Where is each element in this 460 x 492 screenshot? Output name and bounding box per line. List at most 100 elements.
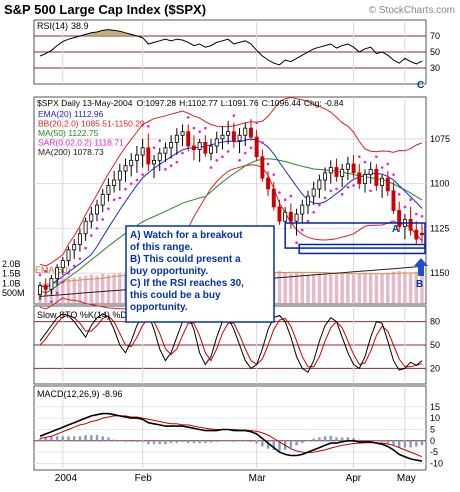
macd-histogram-bar bbox=[204, 440, 207, 444]
volume-bar bbox=[118, 272, 122, 303]
volume-bar bbox=[283, 272, 287, 303]
candle-body bbox=[186, 131, 191, 147]
volume-bar bbox=[414, 271, 419, 303]
volume-bar bbox=[357, 273, 361, 303]
volume-bar bbox=[380, 273, 384, 303]
macd-histogram-bar bbox=[301, 440, 304, 444]
macd-histogram-bar bbox=[209, 440, 213, 443]
sar-dot bbox=[363, 160, 367, 164]
sar-dot bbox=[95, 227, 99, 230]
candle-body bbox=[357, 172, 362, 185]
macd-histogram-bar bbox=[363, 439, 367, 441]
volume-tick-label: 2.0B bbox=[2, 259, 21, 269]
sar-dot bbox=[209, 166, 213, 169]
sar-dot bbox=[409, 198, 412, 202]
macd-histogram-bar bbox=[141, 440, 144, 442]
candle-body bbox=[374, 168, 379, 186]
volume-bar bbox=[78, 276, 82, 303]
sar-dot bbox=[238, 159, 241, 162]
volume-bar bbox=[83, 275, 88, 303]
sar-dot bbox=[392, 173, 395, 176]
candle-body bbox=[226, 131, 231, 136]
sto-level-tick: 20 bbox=[430, 363, 440, 373]
sar-dot bbox=[329, 189, 333, 193]
macd-histogram-bar bbox=[261, 440, 264, 447]
candle-body bbox=[152, 159, 156, 165]
macd-histogram-bar bbox=[61, 436, 65, 441]
macd-histogram-bar bbox=[323, 436, 327, 441]
candle-body bbox=[317, 179, 322, 190]
x-axis-labels: 2004 Feb Mar Apr May bbox=[55, 473, 416, 484]
volume-bar bbox=[368, 273, 373, 303]
volume-bar bbox=[106, 274, 111, 303]
candle-body bbox=[72, 244, 77, 251]
macd-histogram-bar bbox=[90, 435, 93, 441]
sar-dot bbox=[181, 151, 184, 155]
sar-dot bbox=[283, 198, 287, 202]
sar-dot bbox=[312, 210, 315, 214]
candle-body bbox=[66, 249, 71, 262]
macd-histogram-bar bbox=[266, 440, 270, 449]
x-axis-label: May bbox=[397, 473, 416, 484]
volume-tick-label: 1.0B bbox=[2, 278, 21, 288]
macd-histogram-bar bbox=[101, 436, 104, 441]
macd-histogram-bar bbox=[38, 438, 42, 441]
callout-line-2: of this range. bbox=[130, 242, 193, 253]
candle-body bbox=[311, 188, 316, 197]
range-box-a bbox=[284, 222, 426, 249]
sar-dot bbox=[300, 228, 304, 232]
x-axis-label: Feb bbox=[135, 473, 153, 484]
macd-histogram-bar bbox=[215, 440, 218, 442]
volume-ema-label: EMA(60) bbox=[35, 265, 71, 275]
sar-dot bbox=[261, 141, 264, 144]
macd-histogram-bar bbox=[289, 440, 293, 448]
volume-bar bbox=[300, 273, 304, 303]
range-box-b bbox=[298, 243, 426, 255]
volume-bar bbox=[311, 273, 316, 303]
price-tick-label: 1100 bbox=[430, 179, 449, 189]
grid-layer: 70503011501125110010752.0B1.5B1.0B500MEM… bbox=[2, 20, 450, 470]
candle-body bbox=[368, 168, 373, 176]
stochastic-label: Slow STO %K(14) %D(3) bbox=[37, 310, 138, 320]
sar-dot bbox=[221, 155, 224, 159]
macd-histogram-bar bbox=[112, 439, 116, 441]
sar-dot bbox=[380, 166, 384, 169]
watermark: © StockCharts.com bbox=[369, 5, 455, 16]
sar-dot bbox=[323, 196, 327, 200]
sar-dot bbox=[249, 146, 253, 150]
candle-body bbox=[306, 195, 310, 206]
candle-body bbox=[83, 220, 88, 235]
candle-body bbox=[266, 177, 271, 190]
macd-tick-label: 5 bbox=[430, 424, 435, 434]
x-axis-label: 2004 bbox=[55, 473, 78, 484]
candle-body bbox=[129, 159, 134, 167]
candle-body bbox=[146, 147, 151, 165]
candle-body bbox=[77, 233, 82, 245]
volume-bar bbox=[277, 270, 282, 303]
candle-body bbox=[95, 204, 99, 215]
volume-bar bbox=[61, 277, 65, 303]
volume-bar bbox=[89, 274, 94, 303]
callout-line-4: buy opportunity. bbox=[130, 266, 208, 277]
sar-dot bbox=[67, 271, 70, 275]
sar-dot bbox=[44, 270, 48, 273]
candle-body bbox=[43, 285, 48, 290]
volume-bar bbox=[317, 272, 322, 303]
volume-bar bbox=[334, 273, 339, 303]
sar-dot bbox=[397, 193, 401, 196]
candle-body bbox=[191, 145, 196, 150]
sar-dot bbox=[232, 114, 236, 117]
macd-histogram-bar bbox=[318, 437, 321, 441]
macd-histogram-bar bbox=[306, 440, 310, 441]
macd-tick-label: -5 bbox=[430, 447, 438, 457]
candle-body bbox=[260, 156, 265, 179]
bollinger-lower-line bbox=[39, 164, 423, 310]
candle-body bbox=[112, 179, 117, 186]
callout-line-6: this could be a buy bbox=[130, 290, 221, 301]
macd-histogram-bar bbox=[415, 440, 418, 447]
x-axis-label: Apr bbox=[346, 473, 362, 484]
volume-bar bbox=[397, 270, 401, 303]
macd-histogram-bar bbox=[187, 440, 190, 444]
candle-body bbox=[55, 267, 60, 279]
